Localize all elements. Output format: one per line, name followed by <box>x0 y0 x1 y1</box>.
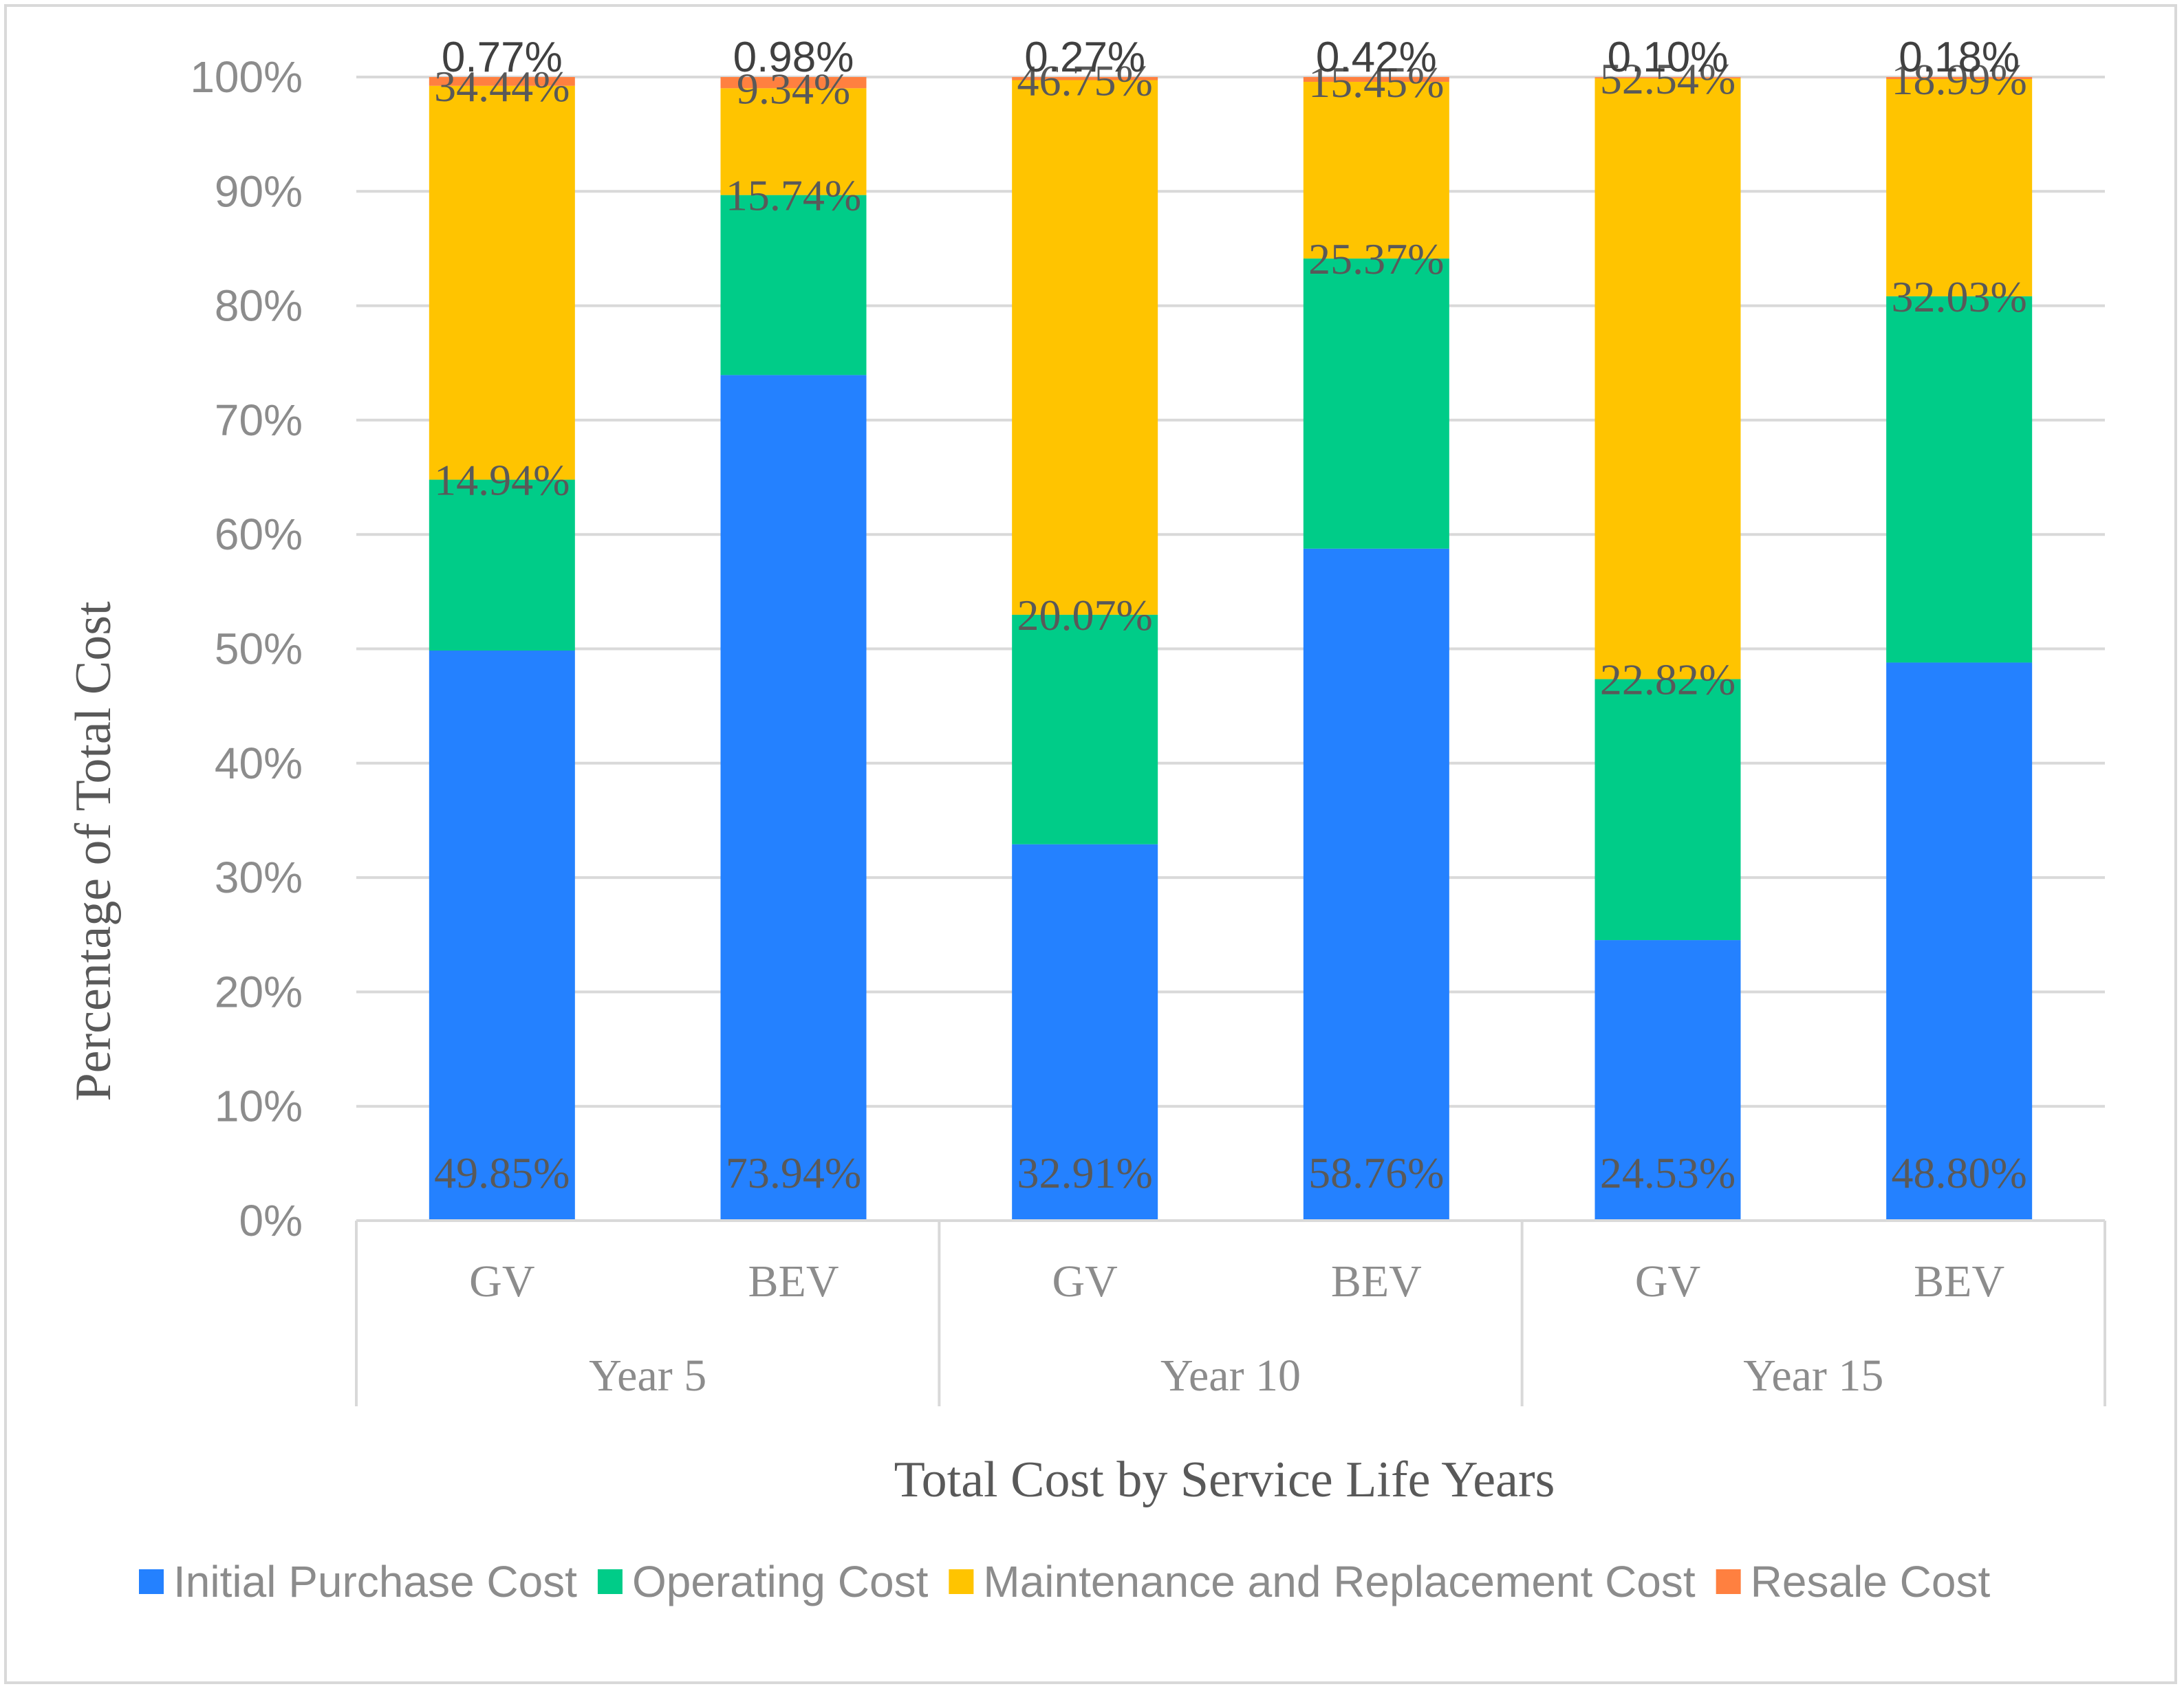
bar-segment <box>1886 296 2033 663</box>
data-label: 22.82% <box>1600 655 1736 704</box>
data-label: 34.44% <box>434 62 570 111</box>
bar-segment <box>1303 258 1449 549</box>
x-category-labels: GV BEV GV BEV GV BEV Year 5 Year 10 Year 15 <box>469 1256 2004 1401</box>
bar-segment <box>720 77 867 89</box>
data-label: 0.77% <box>442 34 563 81</box>
y-tick-label: 60% <box>215 510 303 559</box>
bar-segment <box>1594 679 1741 941</box>
bar-segment <box>1012 80 1158 615</box>
legend-label: Maintenance and Replacement Cost <box>983 1557 1696 1606</box>
y-tick-label: 100% <box>190 52 303 102</box>
y-tick-label: 30% <box>215 853 303 902</box>
legend-item: Maintenance and Replacement Cost <box>949 1557 1696 1606</box>
bar-segments <box>429 77 2033 1221</box>
data-label: 49.85% <box>434 1148 570 1197</box>
bar-segment <box>1594 78 1741 679</box>
bar-segment <box>1303 77 1449 82</box>
legend-label: Initial Purchase Cost <box>173 1557 577 1606</box>
legend-label: Operating Cost <box>632 1557 929 1606</box>
legend-item: Initial Purchase Cost <box>139 1557 577 1606</box>
bar-segment <box>720 195 867 375</box>
y-tick-label: 50% <box>215 624 303 674</box>
x-category-label: BEV <box>1914 1256 2004 1307</box>
data-label: 0.42% <box>1316 34 1437 81</box>
y-tick-label: 0% <box>239 1196 303 1245</box>
data-label: 48.80% <box>1892 1148 2027 1197</box>
y-tick-label: 40% <box>215 739 303 788</box>
x-axis-title: Total Cost by Service Life Years <box>894 1452 1555 1508</box>
data-label: 20.07% <box>1017 591 1153 640</box>
data-label: 15.74% <box>726 171 861 220</box>
bar-segment <box>1303 548 1449 1221</box>
legend-swatch <box>949 1569 974 1594</box>
data-label: 9.34% <box>737 64 850 113</box>
legend-item: Resale Cost <box>1716 1557 1991 1606</box>
data-label: 15.45% <box>1308 58 1444 107</box>
x-category-label: GV <box>469 1256 534 1307</box>
bar-segment <box>429 85 575 480</box>
legend-item: Operating Cost <box>597 1557 929 1606</box>
data-label: 0.27% <box>1024 34 1145 81</box>
data-label: 25.37% <box>1308 234 1444 283</box>
data-label: 73.94% <box>726 1148 861 1197</box>
bar-segment <box>1303 81 1449 259</box>
data-label: 0.98% <box>733 34 854 81</box>
x-category-label: BEV <box>748 1256 839 1307</box>
bar-segment <box>720 88 867 195</box>
x-category-label: BEV <box>1331 1256 1422 1307</box>
bar-segment <box>1594 77 1741 78</box>
bar-segment <box>1594 940 1741 1221</box>
bar-segment <box>1012 614 1158 844</box>
y-tick-label: 10% <box>215 1082 303 1131</box>
data-label: 32.03% <box>1892 272 2027 321</box>
data-label: 0.18% <box>1899 34 2020 81</box>
x-category-label: GV <box>1635 1256 1700 1307</box>
data-labels: 49.85% 14.94% 34.44%0.77% 73.94% 15.74% 9.34%… <box>434 34 2027 1197</box>
legend: Initial Purchase Cost Operating Cost Maint… <box>139 1557 1990 1606</box>
x-group-label: Year 5 <box>589 1351 706 1401</box>
data-label: 18.99% <box>1892 55 2027 104</box>
data-label: 58.76% <box>1308 1148 1444 1197</box>
x-group-label: Year 10 <box>1160 1351 1301 1401</box>
legend-swatch <box>139 1569 164 1594</box>
data-label: 0.10% <box>1608 34 1729 81</box>
y-tick-label: 90% <box>215 166 303 216</box>
bar-segment <box>429 77 575 86</box>
legend-swatch <box>1716 1569 1741 1594</box>
x-axis-frame <box>355 1219 2106 1406</box>
legend-swatch <box>597 1569 623 1594</box>
gridlines <box>356 76 2105 1108</box>
y-tick-label: 20% <box>215 967 303 1016</box>
bar-segment <box>720 375 867 1221</box>
x-group-label: Year 15 <box>1743 1351 1883 1401</box>
bar-segment <box>429 479 575 651</box>
bar-segment <box>1012 77 1158 80</box>
y-axis-label: Percentage of Total Cost <box>65 601 122 1102</box>
data-label: 46.75% <box>1017 56 1153 105</box>
bar-segment <box>1886 77 2033 79</box>
legend-label: Resale Cost <box>1751 1557 1991 1606</box>
data-label: 24.53% <box>1600 1148 1736 1197</box>
y-tick-labels: 0% 10% 20% 30% 40% 50% 60% 70% 80% 90% 100% <box>190 52 303 1245</box>
y-tick-label: 70% <box>215 395 303 445</box>
bar-segment <box>1012 844 1158 1221</box>
y-tick-label: 80% <box>215 281 303 331</box>
data-label: 52.54% <box>1600 54 1736 103</box>
bar-segment <box>1886 662 2033 1221</box>
x-category-label: GV <box>1052 1256 1118 1307</box>
data-label: 14.94% <box>434 456 570 505</box>
bar-segment <box>1886 78 2033 296</box>
data-label: 32.91% <box>1017 1148 1153 1197</box>
bar-segment <box>429 650 575 1221</box>
